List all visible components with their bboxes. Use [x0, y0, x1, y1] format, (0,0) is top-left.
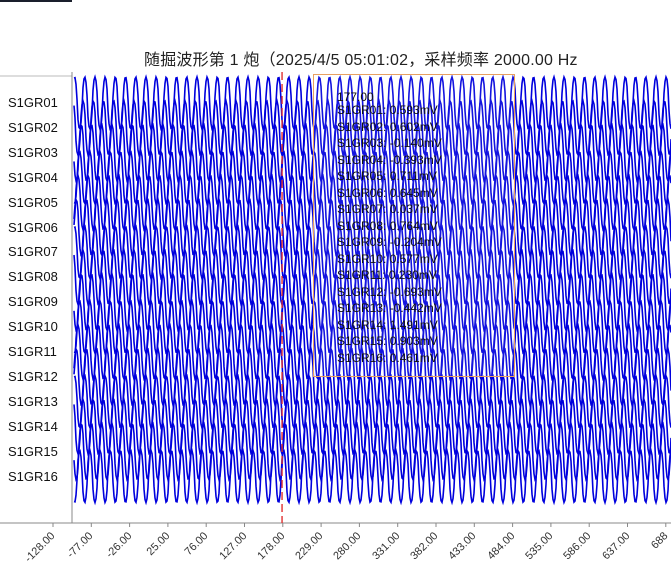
tooltip-line: S1GR08: 0.764mV [337, 218, 438, 233]
channel-label-s1gr12: S1GR12 [8, 368, 58, 384]
channel-label-s1gr07: S1GR07 [8, 244, 58, 260]
wave-trace-2 [73, 97, 671, 158]
channel-label-s1gr05: S1GR05 [8, 194, 58, 210]
channel-label-s1gr06: S1GR06 [8, 219, 58, 235]
channel-label-s1gr11: S1GR11 [8, 344, 57, 359]
chart-title: 随掘波形第 1 炮（2025/4/5 05:01:02，采样频率 2000.00… [144, 52, 578, 69]
tooltip-line: S1GR01: 0.593mV [337, 103, 438, 117]
wave-trace-11 [73, 322, 671, 382]
channel-label-s1gr16: S1GR16 [8, 468, 58, 484]
tooltip-line: S1GR04: -0.393mV [337, 152, 442, 167]
channel-label-s1gr14: S1GR14 [8, 418, 58, 434]
channel-label-s1gr09: S1GR09 [8, 294, 58, 310]
channel-label-s1gr04: S1GR04 [8, 169, 58, 185]
tooltip-line: S1GR07: 0.037mV [337, 202, 438, 216]
tooltip-line: S1GR03: -0.140mV [337, 136, 442, 150]
tooltip-line: S1GR16: 0.461mV [337, 350, 438, 365]
tooltip-line: S1GR11: 0.230mV [337, 268, 437, 282]
tooltip-line: S1GR15: 0.903mV [337, 334, 438, 348]
wave-trace-5 [73, 172, 671, 233]
channel-label-s1gr13: S1GR13 [8, 393, 58, 409]
tooltip-line: S1GR09: -0.204mV [337, 235, 442, 249]
wave-trace-14 [73, 396, 671, 457]
wave-trace-16 [73, 447, 671, 506]
tooltip-header: 177.00 [337, 90, 374, 104]
wave-trace-8 [73, 247, 671, 308]
channel-label-s1gr08: S1GR08 [8, 269, 58, 285]
wave-traces [73, 74, 671, 506]
channel-label-s1gr03: S1GR03 [8, 144, 58, 160]
channel-label-s1gr01: S1GR01 [8, 95, 58, 110]
tooltip-line: S1GR06: 0.645mV [337, 185, 438, 200]
cursor-tooltip: 177.00 S1GR01: 0.593mV S1GR02: 0.602mV S1G… [313, 74, 515, 377]
tooltip-line: S1GR02: 0.602mV [337, 119, 438, 134]
tooltip-line: S1GR12: -0.693mV [337, 284, 442, 299]
channel-label-s1gr10: S1GR10 [8, 319, 58, 335]
tooltip-line: S1GR14: 1.491mV [337, 317, 438, 332]
tooltip-line: S1GR05: 0.711mV [337, 169, 437, 183]
tooltip-line: S1GR10: 0.577mV [337, 251, 438, 266]
tooltip-line: S1GR13: -0.442mV [337, 301, 442, 315]
channel-label-s1gr15: S1GR15 [8, 443, 58, 459]
channel-label-s1gr02: S1GR02 [8, 119, 58, 135]
plot-top-mask [72, 0, 671, 70]
